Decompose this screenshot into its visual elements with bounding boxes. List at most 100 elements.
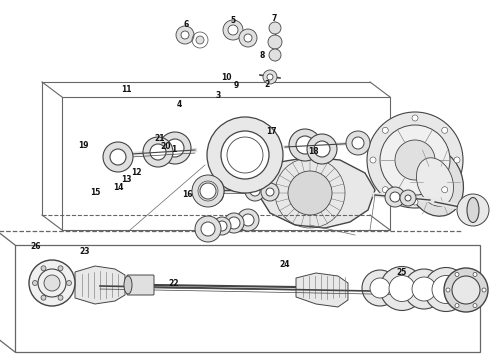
Circle shape xyxy=(196,36,204,44)
Circle shape xyxy=(448,272,484,308)
Circle shape xyxy=(200,183,216,199)
Ellipse shape xyxy=(467,198,479,222)
Text: 14: 14 xyxy=(113,183,124,192)
Circle shape xyxy=(346,131,370,155)
Circle shape xyxy=(266,188,274,196)
Circle shape xyxy=(268,35,282,49)
Ellipse shape xyxy=(407,148,464,216)
Circle shape xyxy=(385,187,405,207)
Circle shape xyxy=(446,288,450,292)
Text: 10: 10 xyxy=(221,73,232,82)
Text: 11: 11 xyxy=(121,85,132,94)
Circle shape xyxy=(250,186,260,196)
Text: 6: 6 xyxy=(184,20,189,29)
Circle shape xyxy=(380,125,450,195)
Circle shape xyxy=(207,117,283,193)
Circle shape xyxy=(244,34,252,42)
Circle shape xyxy=(289,129,321,161)
Text: 17: 17 xyxy=(267,127,277,136)
Circle shape xyxy=(217,221,227,231)
Text: 23: 23 xyxy=(79,247,90,256)
Text: 9: 9 xyxy=(234,81,239,90)
Circle shape xyxy=(110,149,126,165)
Circle shape xyxy=(454,157,460,163)
Ellipse shape xyxy=(124,276,132,294)
Circle shape xyxy=(405,195,411,201)
Circle shape xyxy=(181,31,189,39)
Text: 12: 12 xyxy=(131,167,142,176)
Circle shape xyxy=(307,134,337,164)
Circle shape xyxy=(473,273,477,276)
Circle shape xyxy=(362,270,398,306)
Circle shape xyxy=(245,181,265,201)
Circle shape xyxy=(412,199,418,205)
Text: 26: 26 xyxy=(30,242,41,251)
Circle shape xyxy=(195,216,221,242)
Circle shape xyxy=(296,136,314,154)
Polygon shape xyxy=(260,157,375,228)
Circle shape xyxy=(452,276,480,304)
Circle shape xyxy=(29,260,75,306)
Circle shape xyxy=(404,269,444,309)
Circle shape xyxy=(432,275,460,303)
Circle shape xyxy=(32,280,38,285)
Polygon shape xyxy=(75,266,125,304)
Circle shape xyxy=(412,115,418,121)
Circle shape xyxy=(67,280,72,285)
Text: 3: 3 xyxy=(216,91,220,100)
Circle shape xyxy=(441,127,448,133)
Circle shape xyxy=(382,127,388,133)
Text: 4: 4 xyxy=(176,100,181,109)
Circle shape xyxy=(261,183,279,201)
Circle shape xyxy=(382,187,388,193)
Circle shape xyxy=(223,20,243,40)
Circle shape xyxy=(380,266,424,310)
Circle shape xyxy=(367,112,463,208)
Text: 24: 24 xyxy=(279,260,290,269)
Circle shape xyxy=(103,142,133,172)
Circle shape xyxy=(224,213,244,233)
Text: 8: 8 xyxy=(260,51,265,60)
Circle shape xyxy=(176,26,194,44)
Circle shape xyxy=(395,140,435,180)
Circle shape xyxy=(424,267,468,311)
Text: 15: 15 xyxy=(90,188,101,197)
Circle shape xyxy=(228,25,238,35)
Text: 22: 22 xyxy=(169,279,179,288)
Circle shape xyxy=(370,157,376,163)
Circle shape xyxy=(269,49,281,61)
Circle shape xyxy=(267,74,273,80)
Circle shape xyxy=(288,171,332,215)
Polygon shape xyxy=(15,245,480,352)
Circle shape xyxy=(143,137,173,167)
Circle shape xyxy=(457,194,489,226)
Text: 16: 16 xyxy=(182,190,193,199)
Circle shape xyxy=(213,217,231,235)
Circle shape xyxy=(455,273,459,276)
Text: 13: 13 xyxy=(121,175,132,184)
Circle shape xyxy=(400,190,416,206)
Text: 1: 1 xyxy=(172,145,176,154)
Circle shape xyxy=(390,192,400,202)
Text: 19: 19 xyxy=(78,141,89,150)
Circle shape xyxy=(166,139,184,157)
Circle shape xyxy=(41,266,46,271)
Circle shape xyxy=(444,268,488,312)
Text: 7: 7 xyxy=(272,14,277,23)
Circle shape xyxy=(44,275,60,291)
FancyBboxPatch shape xyxy=(127,275,154,295)
Circle shape xyxy=(269,22,281,34)
Text: 25: 25 xyxy=(396,269,407,277)
Text: 20: 20 xyxy=(160,142,171,151)
Circle shape xyxy=(263,70,277,84)
Circle shape xyxy=(473,303,477,307)
Polygon shape xyxy=(296,273,348,307)
Ellipse shape xyxy=(212,180,224,202)
Text: 18: 18 xyxy=(308,148,319,156)
Circle shape xyxy=(239,29,257,47)
Ellipse shape xyxy=(416,158,454,206)
Circle shape xyxy=(242,214,254,226)
Circle shape xyxy=(456,280,476,300)
Circle shape xyxy=(441,187,448,193)
Circle shape xyxy=(314,141,330,157)
